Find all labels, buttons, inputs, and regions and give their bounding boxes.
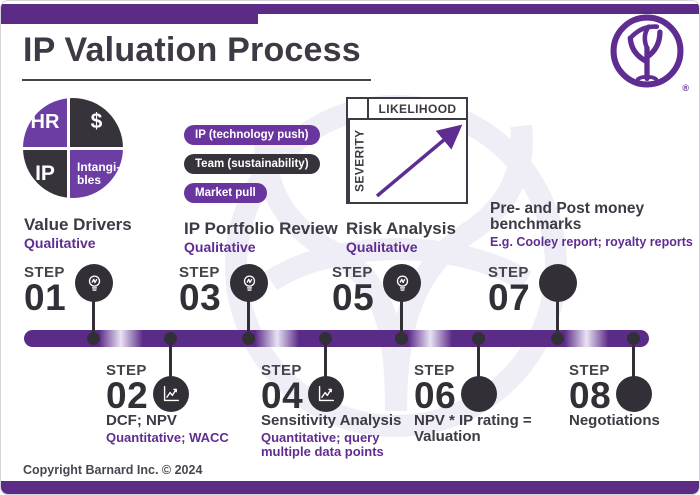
step-label: STEP (179, 264, 220, 281)
benchmarks-title: Pre- and Post money benchmarks (490, 200, 645, 234)
pie-quadrant-dollar: $ (70, 98, 123, 147)
badge-ip-technology-push: IP (technology push) (184, 125, 320, 145)
timeline-dot-08 (627, 332, 640, 345)
step-06-description: NPV * IP rating = Valuation (414, 413, 546, 445)
portfolio-subtitle: Qualitative (184, 239, 256, 255)
trend-arrow-icon (375, 124, 463, 198)
step-02-node (153, 376, 189, 412)
step-02-label-block: STEP 02 (106, 362, 178, 416)
step-label: STEP (569, 362, 610, 379)
step-01-node (75, 264, 113, 302)
timeline-dot-03 (242, 332, 255, 345)
step-number: 06 (414, 375, 457, 416)
footer-bar (1, 481, 699, 494)
step-number: 01 (24, 277, 67, 318)
timeline-bar (24, 330, 649, 347)
step-06-label-block: STEP 06 (414, 362, 486, 416)
step-04-label-block: STEP 04 (261, 362, 333, 416)
step-04-description: Sensitivity Analysis Quantitative; query… (261, 413, 406, 459)
matrix-x-axis-label: LIKELIHOOD (369, 99, 466, 120)
title-underline (22, 79, 371, 81)
step-label: STEP (261, 362, 302, 379)
step-02-title: DCF; NPV (106, 412, 177, 429)
step-04-subtitle: Quantitative; query multiple data points (261, 429, 384, 460)
step-02-subtitle: Quantitative; WACC (106, 429, 229, 445)
step-03-label-block: STEP 03 (179, 264, 251, 318)
header-bar (1, 4, 699, 14)
pie-quadrant-intangibles: Intangi-bles (70, 149, 123, 198)
header-bar-tab (1, 14, 258, 24)
portfolio-badges: IP (technology push) Team (sustainabilit… (184, 125, 320, 212)
lightbulb-icon (396, 274, 408, 291)
value-drivers-title: Value Drivers (24, 215, 132, 234)
badge-market-pull: Market pull (184, 183, 267, 203)
step-01-label-block: STEP 01 (24, 264, 96, 318)
benchmarks-subtitle: E.g. Cooley report; royalty reports (490, 235, 693, 249)
step-label: STEP (24, 264, 65, 281)
badge-team-sustainability: Team (sustainability) (184, 154, 320, 174)
stem-step-08 (632, 339, 635, 377)
value-drivers-pie: HR $ IP Intangi-bles (23, 98, 123, 198)
step-number: 04 (261, 375, 304, 416)
timeline-dot-04 (319, 332, 332, 345)
step-label: STEP (414, 362, 455, 379)
risk-subtitle: Qualitative (346, 239, 418, 255)
step-05-label-block: STEP 05 (332, 264, 404, 318)
step-06-node (461, 376, 497, 412)
timeline-dot-01 (87, 332, 100, 345)
registered-mark: ® (682, 83, 689, 93)
stem-step-04 (324, 339, 327, 377)
step-02-description: DCF; NPV Quantitative; WACC (106, 413, 229, 445)
step-label: STEP (106, 362, 147, 379)
step-number: 05 (332, 277, 375, 318)
chart-icon (163, 385, 180, 402)
pie-quadrant-hr: HR (23, 98, 67, 147)
stem-step-02 (169, 339, 172, 377)
stem-step-05 (400, 298, 403, 340)
step-07-node (539, 264, 577, 302)
step-07-label-block: STEP 07 (488, 264, 560, 318)
step-number: 03 (179, 277, 222, 318)
lightbulb-icon (88, 274, 100, 291)
lightbulb-icon (243, 274, 255, 291)
page-title: IP Valuation Process (23, 31, 361, 69)
value-drivers-subtitle: Qualitative (24, 235, 96, 251)
chart-icon (318, 385, 335, 402)
stem-step-01 (92, 298, 95, 340)
step-06-title: NPV * IP rating = Valuation (414, 412, 532, 445)
stem-step-03 (247, 298, 250, 340)
matrix-corner-cell (348, 99, 369, 120)
step-number: 08 (569, 375, 612, 416)
step-08-description: Negotiations (569, 413, 660, 429)
pie-quadrant-ip: IP (23, 149, 67, 198)
step-label: STEP (488, 264, 529, 281)
step-03-node (230, 264, 268, 302)
step-number: 02 (106, 375, 149, 416)
step-08-label-block: STEP 08 (569, 362, 641, 416)
timeline-dot-06 (472, 332, 485, 345)
step-08-node (616, 376, 652, 412)
tree-logo-icon (610, 14, 684, 88)
step-number: 07 (488, 277, 531, 318)
step-label: STEP (332, 264, 373, 281)
copyright-text: Copyright Barnard Inc. © 2024 (23, 463, 203, 477)
step-08-title: Negotiations (569, 412, 660, 429)
matrix-y-axis-label: SEVERITY (348, 120, 369, 202)
step-04-title: Sensitivity Analysis (261, 412, 402, 429)
timeline-dot-02 (164, 332, 177, 345)
matrix-plot-area (369, 120, 466, 202)
timeline-dot-07 (551, 332, 564, 345)
timeline-dot-05 (395, 332, 408, 345)
step-04-node (308, 376, 344, 412)
brand-logo: ® (609, 13, 689, 95)
risk-title: Risk Analysis (346, 219, 456, 238)
risk-matrix: LIKELIHOOD SEVERITY (346, 97, 468, 204)
stem-step-07 (556, 298, 559, 340)
portfolio-title: IP Portfolio Review (184, 219, 338, 238)
step-05-node (383, 264, 421, 302)
stem-step-06 (477, 339, 480, 377)
